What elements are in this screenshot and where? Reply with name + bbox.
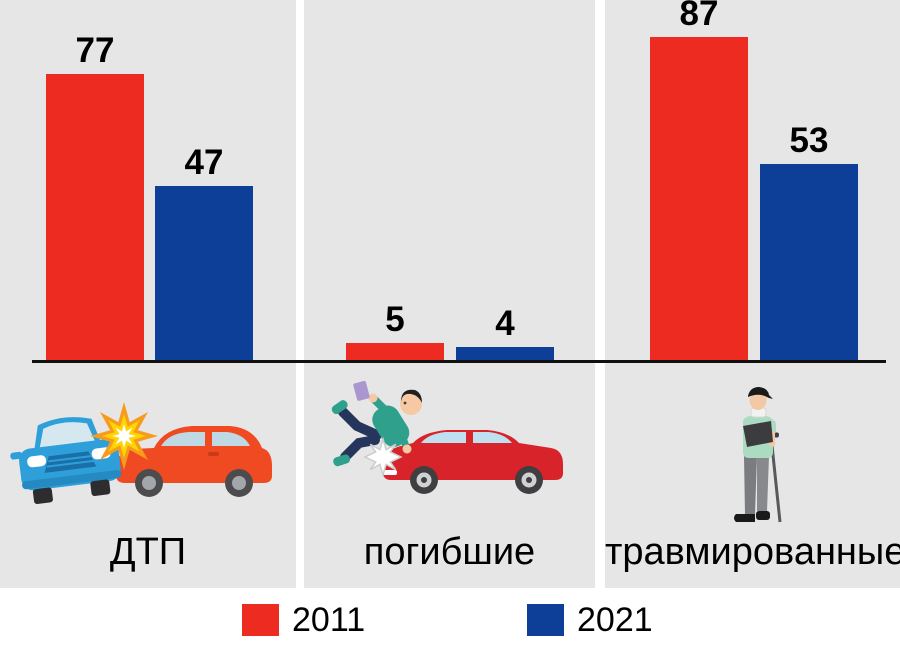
bar-2011-погибшие: 5 [346, 302, 444, 362]
legend-swatch-2021 [527, 604, 564, 636]
injured-person-with-crutch-icon [734, 387, 782, 523]
red-car [116, 426, 272, 497]
panel-road-accidents: ДТП 77 47 [0, 0, 296, 588]
falling-person [331, 380, 422, 467]
panel-deaths: погибшие 5 4 [304, 0, 595, 588]
bar-value-label: 87 [679, 0, 719, 33]
crash-star-icon [90, 402, 158, 470]
legend-label-2011: 2011 [292, 601, 366, 639]
category-label-deaths: погибшие [363, 531, 536, 573]
legend-label-2021: 2021 [577, 601, 653, 639]
legend-item-2021: 2021 [527, 600, 653, 640]
chart-baseline [32, 360, 886, 363]
bar-2011-травмированные: 87 [650, 0, 748, 362]
bar-2011-ДТП: 77 [46, 33, 144, 362]
blue-car [10, 417, 122, 505]
category-label-road-accidents: ДТП [109, 531, 187, 573]
bar-value-label: 53 [789, 121, 829, 160]
legend-swatch-2011 [242, 604, 279, 636]
impact-star-icon [363, 436, 403, 478]
injured-person [734, 387, 782, 523]
legend-item-2011: 2011 [242, 600, 365, 640]
bar-value-label: 5 [385, 300, 405, 339]
red-hatchback [383, 430, 563, 494]
car-crash-icon [10, 402, 272, 505]
bar-2021-травмированные: 53 [760, 123, 858, 362]
bar-value-label: 77 [75, 31, 115, 70]
bar-2021-погибшие: 4 [456, 306, 554, 362]
panel-injured: травмированные 87 53 [605, 0, 900, 588]
pedestrian-hit-by-car-icon [331, 380, 563, 494]
legend: 2011 2021 [0, 600, 900, 644]
bar-value-label: 47 [184, 143, 224, 182]
bar-2021-ДТП: 47 [155, 145, 253, 362]
category-label-injured: травмированные [605, 531, 900, 573]
bar-value-label: 4 [495, 304, 515, 343]
